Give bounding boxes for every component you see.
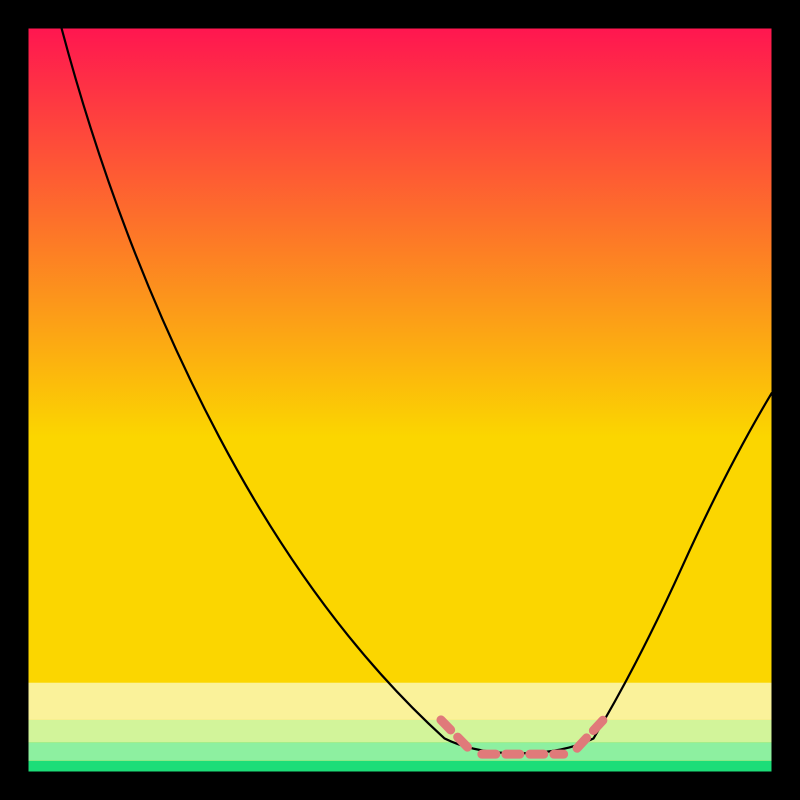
bottleneck-curve-chart [0,0,800,800]
bottom-band-1 [28,720,772,742]
plot-background [28,28,772,772]
bottom-band-2 [28,742,772,761]
chart-frame: TheBottleneck.com [0,0,800,800]
bottom-band-3 [28,761,772,772]
bottom-band-0 [28,683,772,720]
